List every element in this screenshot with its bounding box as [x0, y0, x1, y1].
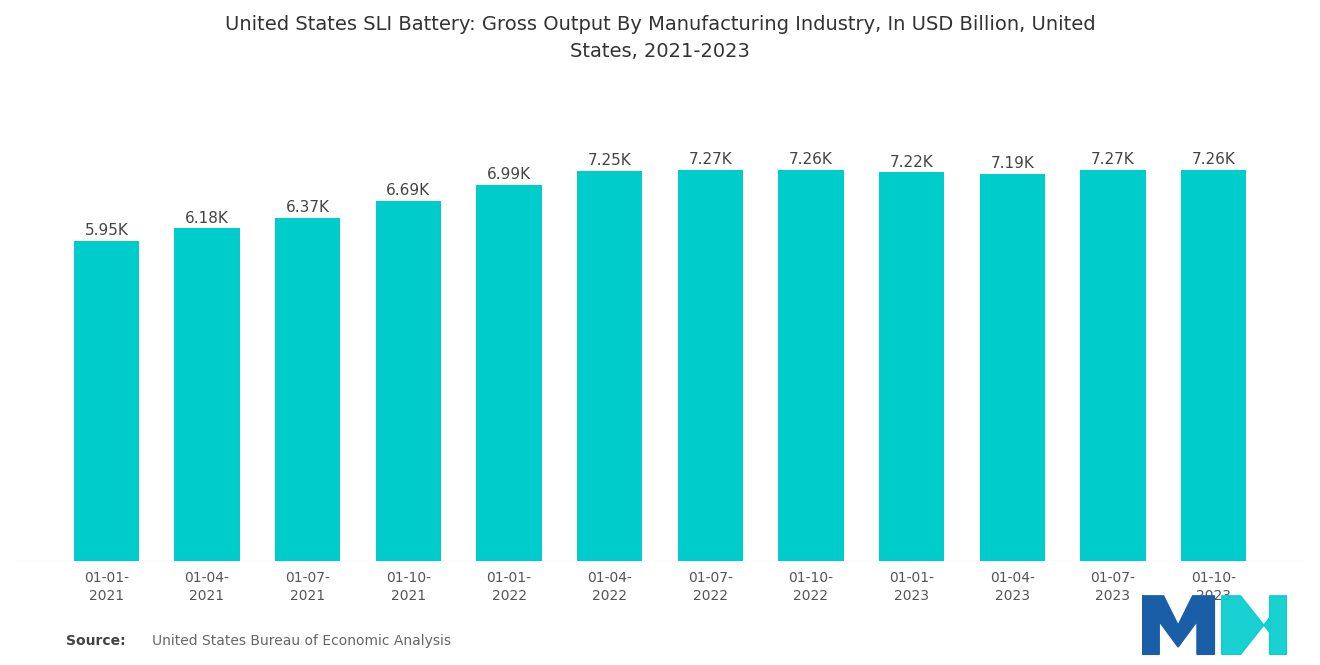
Text: 7.26K: 7.26K — [789, 152, 833, 168]
Bar — [779, 170, 843, 561]
Bar — [879, 172, 944, 561]
Text: 7.19K: 7.19K — [990, 156, 1035, 171]
Bar — [74, 241, 139, 561]
Text: 6.18K: 6.18K — [185, 211, 228, 225]
Text: 5.95K: 5.95K — [84, 223, 128, 238]
Text: 6.69K: 6.69K — [387, 183, 430, 198]
Text: 7.22K: 7.22K — [890, 154, 933, 170]
Bar — [1080, 170, 1146, 561]
Text: 7.25K: 7.25K — [587, 153, 631, 168]
Text: Source:: Source: — [66, 634, 125, 648]
Bar — [677, 170, 743, 561]
Text: 6.37K: 6.37K — [285, 200, 330, 215]
Title: United States SLI Battery: Gross Output By Manufacturing Industry, In USD Billio: United States SLI Battery: Gross Output … — [224, 15, 1096, 61]
Text: 7.26K: 7.26K — [1192, 152, 1236, 168]
Bar — [376, 201, 441, 561]
Polygon shape — [1142, 596, 1214, 654]
Text: 6.99K: 6.99K — [487, 167, 531, 182]
Bar — [174, 228, 240, 561]
Bar — [577, 171, 643, 561]
Bar — [477, 185, 541, 561]
Text: 7.27K: 7.27K — [689, 152, 733, 167]
Polygon shape — [1222, 596, 1287, 654]
Bar — [979, 174, 1045, 561]
Text: United States Bureau of Economic Analysis: United States Bureau of Economic Analysi… — [152, 634, 451, 648]
Text: 7.27K: 7.27K — [1092, 152, 1135, 167]
Bar — [1181, 170, 1246, 561]
Bar — [275, 218, 341, 561]
